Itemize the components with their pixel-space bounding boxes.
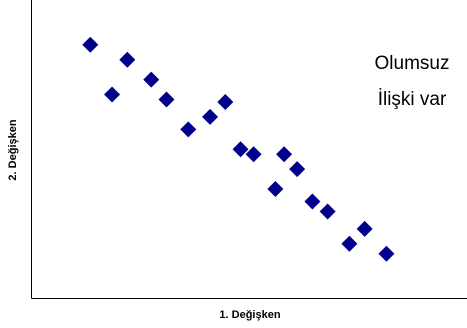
data-point [158,91,175,108]
data-point [356,220,373,237]
data-points [82,36,395,262]
data-point [319,203,336,220]
data-point [104,86,121,103]
y-axis-label: 2. Değişken [7,119,19,180]
data-point [232,141,249,158]
data-point [304,193,321,210]
data-point [143,71,160,88]
data-point [217,93,234,110]
data-point [289,161,306,178]
data-point [119,51,136,68]
x-axis-label: 1. Değişken [219,309,280,321]
data-point [341,235,358,252]
data-point [276,146,293,163]
data-point [180,121,197,138]
data-point [202,108,219,125]
data-point [267,181,284,198]
annotation-line-1: Olumsuz [375,53,450,74]
data-point [245,146,262,163]
data-point [82,36,99,53]
annotation-line-2: İlişki var [378,89,447,110]
data-point [378,245,395,262]
